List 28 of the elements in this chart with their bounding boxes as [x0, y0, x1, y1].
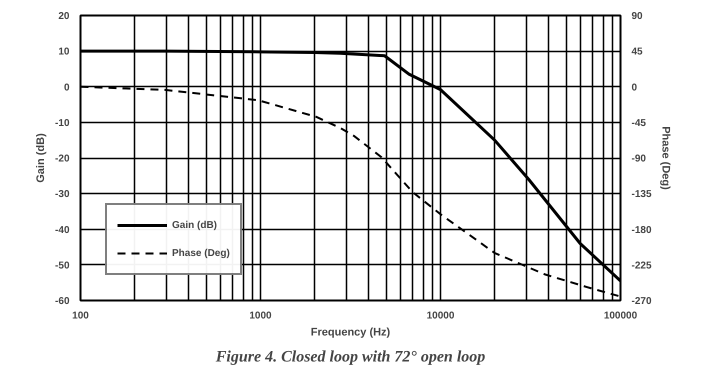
y-tick-label: -60	[55, 296, 70, 307]
x-tick-label: 1000	[249, 310, 272, 322]
legend-label: Phase (Deg)	[172, 248, 230, 258]
legend-label: Gain (dB)	[172, 220, 217, 230]
y2-tick-label: -180	[632, 224, 652, 236]
x-tick-label: 100000	[604, 310, 638, 322]
y-tick-label: -10	[55, 118, 70, 129]
y2-tick-label: -90	[632, 154, 646, 164]
text: Figure 4. Closed loop with 72° open loop	[214, 348, 486, 366]
y-tick-label: -40	[55, 224, 70, 236]
y2-tick-label: -225	[632, 260, 652, 272]
y-tick-label: 20	[58, 11, 70, 22]
y-tick-label: 10	[58, 46, 70, 58]
y2-tick-label: -270	[632, 296, 652, 307]
y2-tick-label: 0	[632, 82, 638, 94]
y-tick-label: -30	[55, 189, 70, 200]
y2-tick-label: 90	[632, 11, 644, 22]
y2-axis-title: Phase (Deg)	[660, 126, 672, 190]
y-tick-label: 0	[64, 82, 70, 94]
x-axis-title: Frequency (Hz)	[310, 326, 391, 338]
y2-tick-label: -135	[632, 189, 652, 200]
x-tick-label: 10000	[426, 310, 455, 322]
x-tick-label: 100	[72, 310, 90, 322]
y-tick-label: -50	[55, 260, 70, 272]
y2-tick-label: -45	[632, 118, 646, 129]
y-tick-label: -20	[55, 154, 70, 164]
y2-tick-label: 45	[632, 46, 644, 58]
y-axis-title: Gain (dB)	[35, 132, 48, 183]
